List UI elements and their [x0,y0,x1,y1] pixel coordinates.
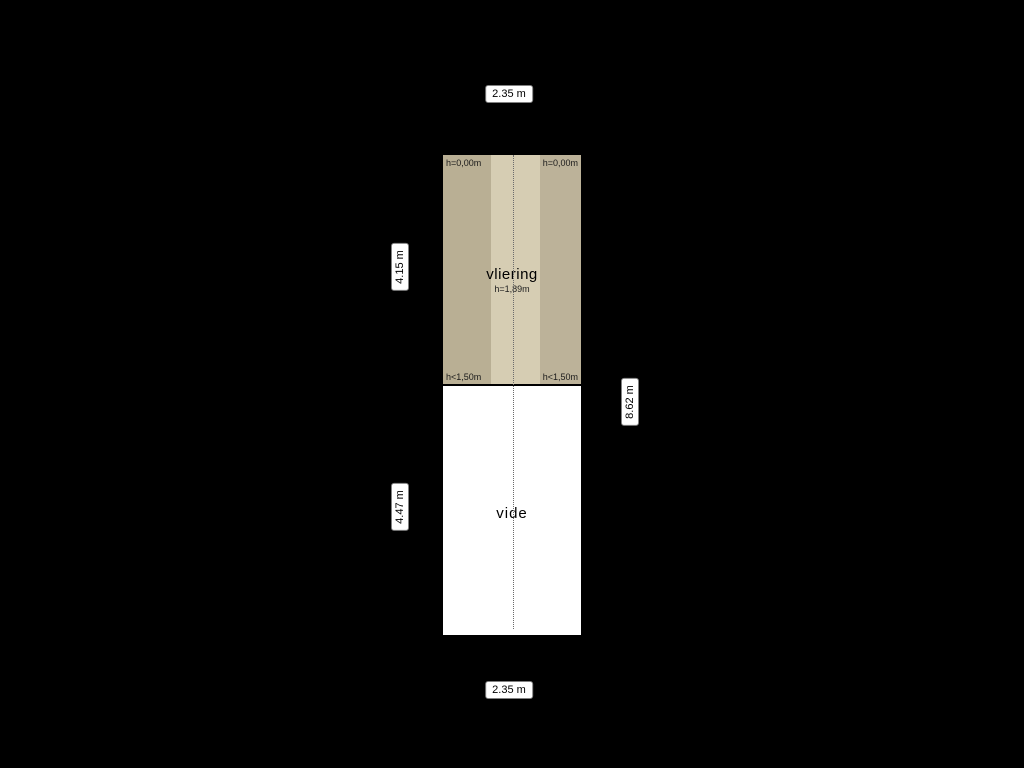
dim-right: 8.62 m [621,378,639,426]
floor-plan: h=0,00m h=0,00m h<1,50m h<1,50m vlieringh=1,… [440,152,578,632]
room-name-vide: vide [443,505,581,522]
height-label-br: h<1,50m [543,372,578,382]
room-name-vliering: vliering [443,266,581,283]
room-vide: vide [443,385,581,635]
interior-wall [443,384,581,386]
dim-top: 2.35 m [485,85,533,103]
height-label-tl: h=0,00m [446,158,481,168]
height-label-tr: h=0,00m [543,158,578,168]
height-label-bl: h<1,50m [446,372,481,382]
dim-left-upper: 4.15 m [391,243,409,291]
ridge-line [513,155,514,629]
dim-bottom: 2.35 m [485,681,533,699]
dim-left-lower: 4.47 m [391,483,409,531]
room-height-vliering: h=1,89m [443,284,581,294]
room-vliering: h=0,00m h=0,00m h<1,50m h<1,50m vlieringh=1,… [443,155,581,385]
